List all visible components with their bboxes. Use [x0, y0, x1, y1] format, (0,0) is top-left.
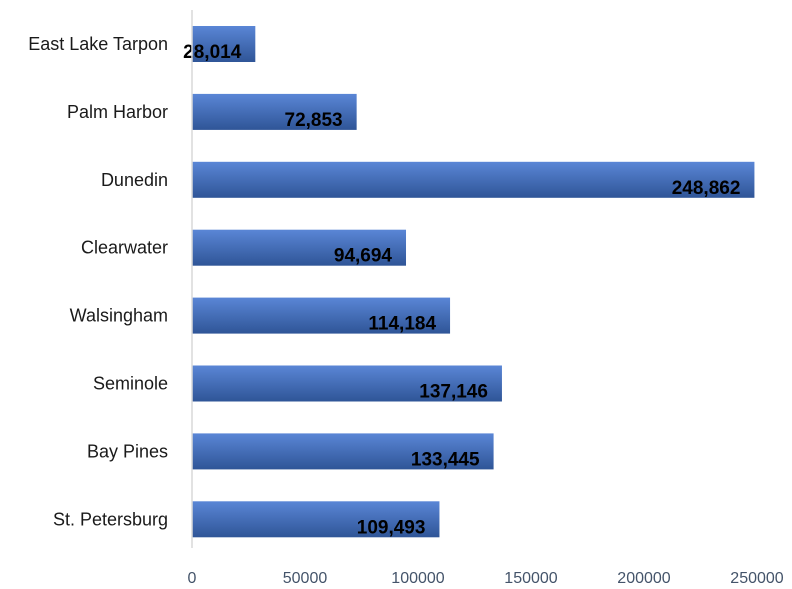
bar-palm-harbor: [192, 93, 357, 130]
data-labels-layer: 28,014 72,853 248,862 94,694 114,184 137,146 1…: [183, 42, 740, 538]
x-tick-label: 0: [188, 570, 197, 587]
category-label: Palm Harbor: [67, 102, 168, 122]
data-label: 28,014: [183, 42, 242, 63]
x-tick-label: 50000: [283, 570, 328, 587]
category-label: St. Petersburg: [53, 509, 168, 529]
bar-clearwater: [192, 229, 407, 266]
data-label: 133,445: [411, 449, 480, 470]
data-label: 137,146: [419, 382, 488, 403]
data-label: 109,493: [357, 517, 426, 538]
category-label: East Lake Tarpon: [28, 34, 168, 54]
bar-dunedin: [192, 161, 755, 198]
data-label: 248,862: [672, 178, 741, 199]
x-tick-label: 150000: [504, 570, 557, 587]
category-label: Seminole: [93, 374, 168, 394]
data-label: 94,694: [334, 246, 393, 267]
data-label: 114,184: [368, 314, 436, 335]
category-label: Bay Pines: [87, 441, 168, 461]
bars-layer: [192, 26, 755, 538]
data-label: 72,853: [285, 110, 343, 131]
x-axis-ticks-layer: 0 50000 100000 150000 200000 250000: [188, 570, 784, 587]
x-tick-label: 100000: [391, 570, 444, 587]
category-label: Dunedin: [101, 170, 168, 190]
category-label: Clearwater: [81, 238, 168, 258]
bar-seminole: [192, 365, 502, 402]
x-tick-label: 250000: [730, 570, 783, 587]
bar-bay-pines: [192, 433, 494, 470]
bar-walsingham: [192, 297, 451, 334]
bar-east-lake-tarpon: [192, 26, 256, 62]
bar-st-petersburg: [192, 501, 440, 538]
x-tick-label: 200000: [617, 570, 670, 587]
category-label: Walsingham: [70, 306, 168, 326]
category-labels-layer: East Lake Tarpon Palm Harbor Dunedin Clearw…: [28, 34, 168, 529]
